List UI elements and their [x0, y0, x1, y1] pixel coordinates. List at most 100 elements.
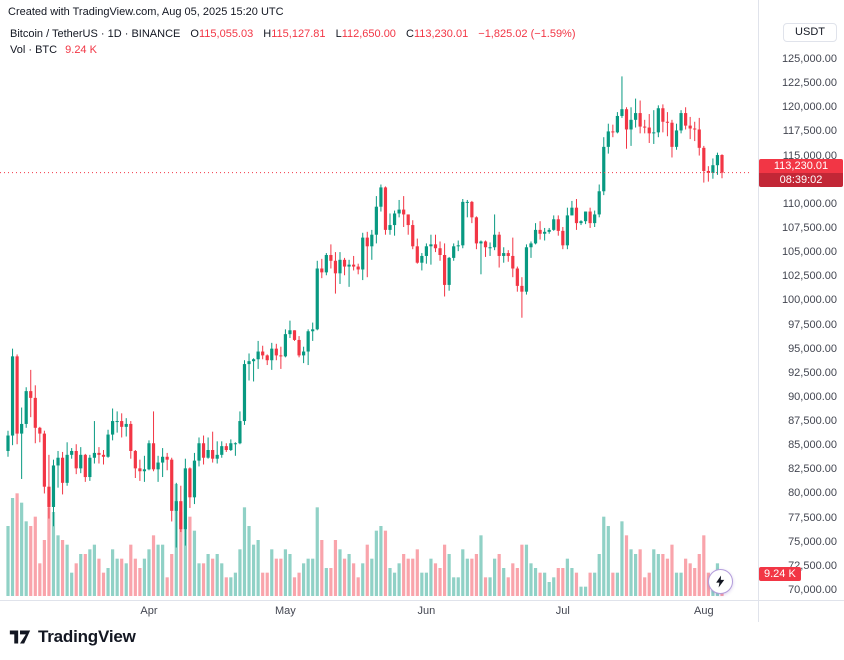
candle-body — [411, 225, 415, 247]
volume-bar — [347, 554, 351, 596]
price-axis-label: 122,500.00 — [781, 77, 837, 90]
candle-body — [279, 355, 283, 357]
chart-pane[interactable] — [0, 0, 758, 622]
price-axis-label: 105,000.00 — [781, 246, 837, 259]
candle-body — [283, 334, 288, 357]
volume-bar — [88, 549, 92, 596]
candle-body — [620, 109, 624, 116]
volume-bar — [288, 554, 292, 596]
candle-body — [342, 259, 347, 267]
candle-body — [361, 237, 365, 270]
bar-countdown-timer: 08:39:02 — [759, 172, 843, 187]
volume-bar — [147, 549, 151, 596]
volume-bar — [570, 568, 574, 596]
candle-body — [424, 246, 428, 256]
close-label: C — [406, 28, 414, 40]
price-axis-label: 100,000.00 — [781, 294, 837, 307]
volume-bar — [206, 554, 210, 596]
volume-bar — [151, 535, 156, 596]
time-axis[interactable]: Apr May Jun Jul Aug — [0, 600, 844, 623]
price-axis-label: 87,500.00 — [788, 415, 837, 428]
volume-bar — [506, 577, 510, 596]
candle-body — [661, 108, 665, 122]
candle-body — [488, 247, 492, 249]
candle-body — [297, 339, 301, 356]
volume-bar — [483, 577, 488, 596]
candle-body — [156, 462, 160, 470]
volume-bar — [70, 572, 74, 596]
candle-body — [470, 201, 474, 218]
volume-bar — [292, 577, 297, 596]
volume-bar — [115, 558, 119, 596]
candle-body — [447, 257, 451, 285]
candle-body — [702, 147, 706, 171]
last-price-value: 113,230.01 — [759, 158, 843, 173]
candle-body — [438, 248, 442, 255]
candle-body — [570, 207, 574, 216]
candle-body — [129, 423, 133, 451]
candle-body — [47, 486, 51, 507]
volume-bar — [406, 558, 410, 596]
volume-bar — [397, 563, 401, 596]
footer-brand[interactable]: TradingView — [8, 627, 136, 647]
volume-bar — [647, 572, 651, 596]
price-axis-label: 70,000.00 — [788, 584, 837, 596]
volume-bar — [583, 586, 588, 596]
price-axis-label: 82,500.00 — [788, 463, 837, 476]
candle-body — [529, 243, 533, 248]
price-axis-label: 80,000.00 — [788, 487, 837, 500]
volume-bar — [533, 568, 538, 596]
volume-bar — [179, 512, 183, 596]
high-value: 115,127.81 — [271, 28, 326, 40]
candle-body — [383, 187, 388, 230]
candle-body — [611, 131, 615, 133]
price-axis-label: 117,500.00 — [782, 125, 837, 138]
lightning-button[interactable] — [708, 569, 733, 594]
candle-body — [483, 241, 488, 248]
volume-bar — [188, 516, 192, 596]
candle-body — [60, 457, 65, 483]
volume-bar — [224, 577, 228, 596]
volume-bar — [543, 572, 547, 596]
price-axis-label: 95,000.00 — [788, 342, 837, 355]
candle-body — [97, 452, 101, 455]
volume-bar — [42, 540, 46, 596]
candle-body — [674, 130, 679, 147]
candle-body — [433, 244, 438, 249]
volume-bar — [593, 572, 597, 596]
volume-bar — [201, 563, 206, 596]
currency-button[interactable]: USDT — [783, 23, 837, 42]
symbol-description[interactable]: Bitcoin / TetherUS · 1D · BINANCE — [10, 28, 181, 40]
candle-body — [133, 450, 137, 469]
candle-body — [452, 246, 456, 258]
candle-body — [329, 254, 333, 261]
volume-bar — [606, 526, 610, 596]
candle-body — [115, 421, 119, 423]
candle-body — [347, 264, 351, 267]
candle-body — [561, 230, 565, 246]
brand-name: TradingView — [38, 627, 136, 646]
volume-bar — [15, 493, 19, 596]
volume-bar — [142, 558, 147, 596]
candle-body — [624, 109, 629, 130]
volume-bar — [356, 577, 360, 596]
volume-bar — [638, 549, 642, 596]
candle-body — [543, 231, 547, 234]
candle-body — [629, 119, 633, 130]
candle-body — [493, 234, 497, 248]
candle-body — [24, 391, 28, 424]
volume-bar — [306, 558, 310, 596]
price-axis-label: 102,500.00 — [781, 270, 837, 283]
candle-body — [388, 225, 392, 230]
tradingview-logo-icon — [9, 630, 31, 644]
candle-body — [111, 421, 115, 435]
candle-body — [479, 241, 483, 244]
candle-body — [506, 253, 510, 256]
volume-bar — [333, 540, 338, 596]
candle-body — [693, 128, 697, 130]
volume-bar — [111, 549, 115, 596]
price-axis[interactable]: 125,000.00 122,500.00 120,000.00 117,500.00… — [758, 0, 844, 622]
volume-bar — [688, 563, 692, 596]
volume-bar — [283, 549, 288, 596]
